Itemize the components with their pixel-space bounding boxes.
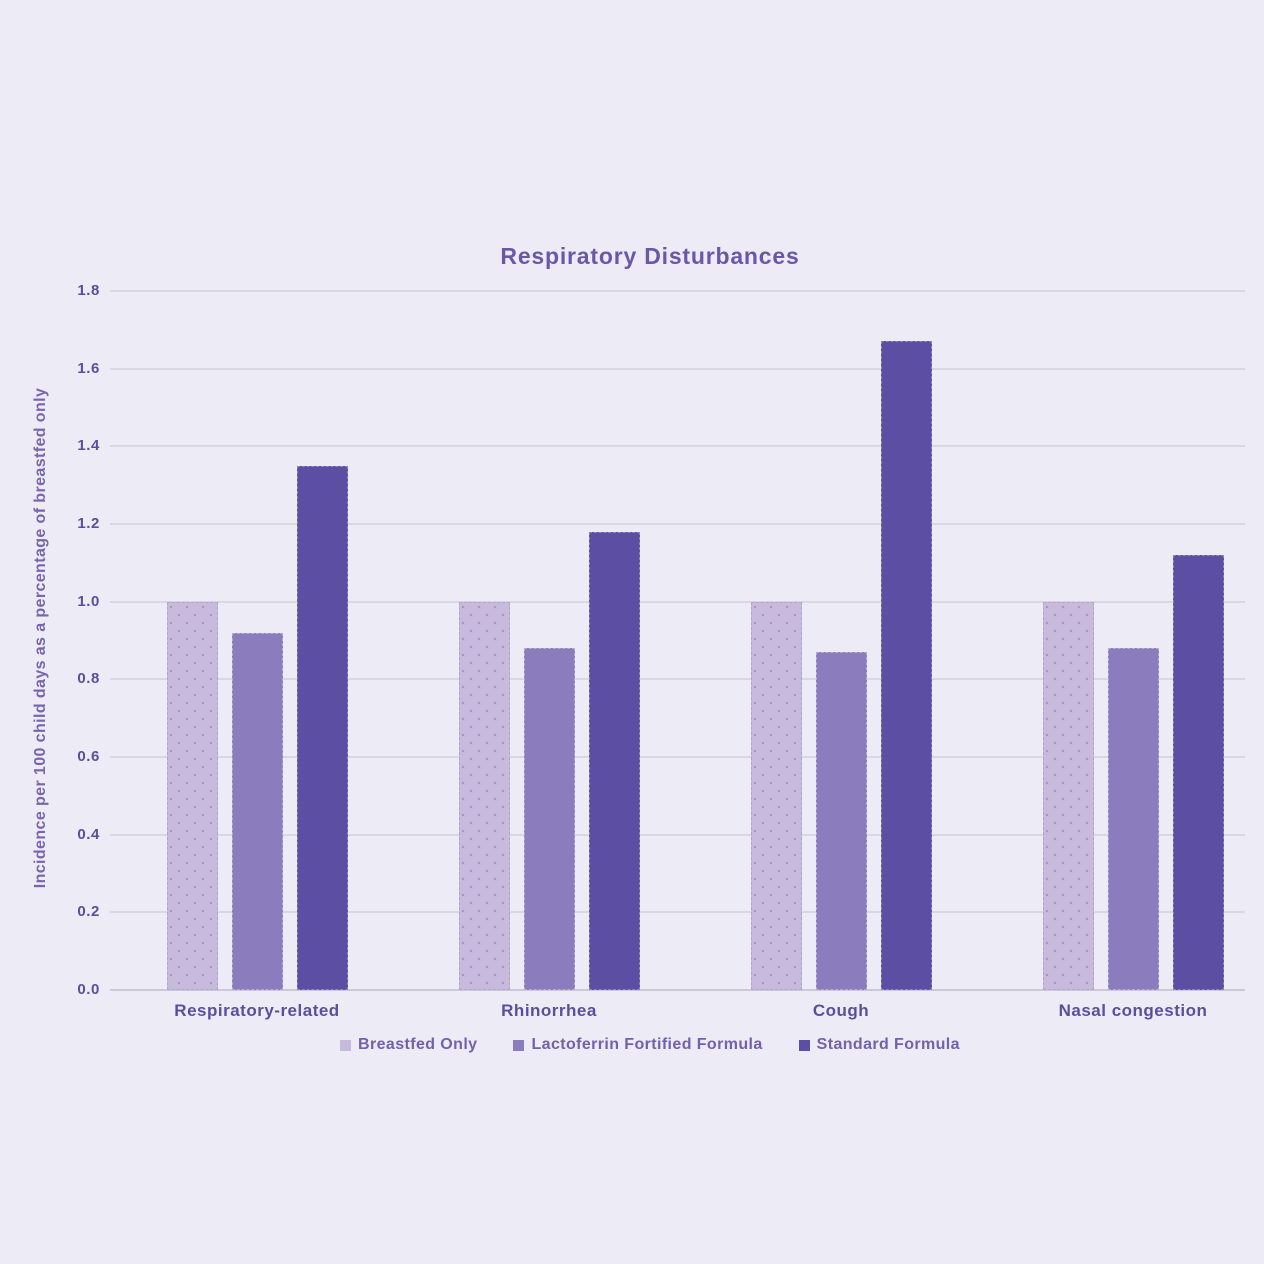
plot-area	[110, 290, 1245, 991]
legend-item: Breastfed Only	[340, 1036, 477, 1054]
bar-breastfed-only-rhinorrhea	[458, 601, 510, 990]
y-tick-label: 0.6	[77, 748, 100, 765]
bar-standard-formula-nasal-congestion	[1172, 555, 1224, 990]
legend: Breastfed Only Lactoferrin Fortified Form…	[110, 1036, 1190, 1054]
gridline	[110, 756, 1245, 758]
y-tick-label: 1.0	[77, 592, 100, 610]
gridline	[110, 290, 1245, 292]
x-category-label: Respiratory-related	[174, 1001, 340, 1020]
y-axis-title: Incidence per 100 child days as a percen…	[32, 387, 49, 889]
gridline	[110, 678, 1245, 681]
legend-label: Standard Formula	[816, 1036, 960, 1053]
x-category-label: Rhinorrhea	[501, 1001, 597, 1020]
bar-standard-formula-cough	[880, 341, 932, 990]
legend-swatch-icon	[513, 1039, 525, 1051]
y-tick-label: 0.2	[77, 903, 100, 921]
gridline	[110, 445, 1245, 448]
bar-lactoferrin-fortified-formula-nasal-congestion	[1107, 648, 1159, 990]
legend-swatch-icon	[798, 1039, 810, 1051]
y-tick-label: 1.8	[77, 282, 100, 299]
gridline	[110, 523, 1245, 525]
bar-lactoferrin-fortified-formula-rhinorrhea	[523, 648, 575, 990]
x-category-label: Nasal congestion	[1058, 1001, 1208, 1020]
y-tick-label: 0.4	[77, 825, 100, 843]
bar-standard-formula-rhinorrhea	[588, 531, 640, 990]
x-category-label: Cough	[812, 1001, 870, 1020]
bar-breastfed-only-cough	[750, 601, 802, 990]
gridline	[110, 367, 1245, 370]
bar-lactoferrin-fortified-formula-respiratory-related	[231, 632, 283, 990]
legend-label: Breastfed Only	[358, 1036, 478, 1053]
y-tick-label: 1.4	[77, 437, 100, 455]
gridline	[110, 833, 1245, 836]
gridline	[110, 911, 1245, 914]
y-tick-label: 1.2	[77, 515, 100, 532]
gridline	[110, 600, 1245, 603]
legend-item: Lactoferrin Fortified Formula	[513, 1036, 762, 1054]
bar-lactoferrin-fortified-formula-cough	[815, 652, 867, 990]
chart-title: Respiratory Disturbances	[500, 243, 800, 269]
bar-breastfed-only-nasal-congestion	[1042, 601, 1094, 990]
y-tick-label: 0.8	[77, 670, 100, 688]
bar-breastfed-only-respiratory-related	[166, 601, 218, 990]
legend-label: Lactoferrin Fortified Formula	[531, 1036, 763, 1053]
legend-item: Standard Formula	[798, 1036, 960, 1054]
y-tick-label: 0.0	[77, 981, 100, 998]
bar-standard-formula-respiratory-related	[296, 465, 348, 990]
gridline	[110, 989, 1245, 991]
y-tick-label: 1.6	[77, 359, 100, 377]
legend-swatch-icon	[340, 1039, 352, 1051]
